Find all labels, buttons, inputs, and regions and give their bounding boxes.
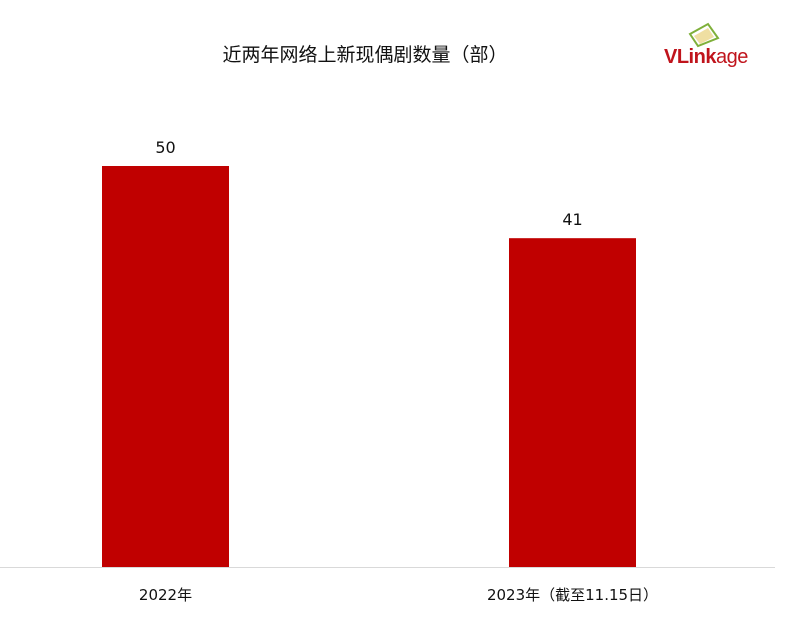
logo-icon [688, 22, 720, 48]
vlinkage-logo: VLinkage [664, 22, 774, 72]
logo-text-light: age [715, 46, 748, 68]
x-tick-label: 2022年 [139, 586, 192, 604]
chart-title: 近两年网络上新现偶剧数量（部） [222, 44, 508, 66]
logo-text-bold: VLink [664, 46, 716, 68]
bar-2 [509, 238, 636, 567]
x-tick-label: 2023年（截至11.15日） [487, 586, 658, 604]
data-label: 50 [155, 138, 175, 157]
data-label: 41 [562, 210, 582, 229]
bar-1 [102, 166, 229, 567]
